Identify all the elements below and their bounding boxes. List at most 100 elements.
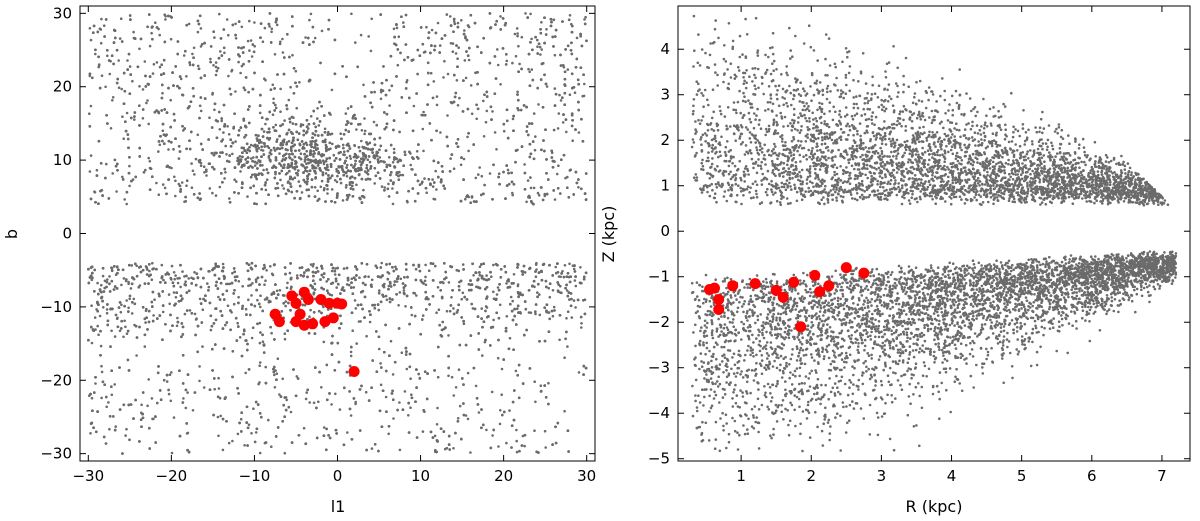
left-background-point: [252, 144, 255, 148]
left-background-point: [373, 90, 376, 94]
left-background-point: [345, 183, 348, 187]
left-background-point: [169, 37, 173, 41]
left-background-point: [176, 277, 179, 280]
left-background-point: [502, 129, 506, 133]
left-background-point: [363, 129, 367, 133]
left-background-point: [144, 168, 147, 172]
left-background-point: [500, 367, 504, 371]
left-background-point: [222, 131, 225, 134]
left-background-point: [388, 89, 391, 92]
left-background-point: [208, 187, 212, 190]
left-background-point: [323, 127, 327, 131]
left-background-point: [246, 39, 250, 43]
left-background-point: [373, 182, 377, 185]
left-background-point: [309, 115, 313, 118]
left-background-point: [547, 381, 550, 385]
left-background-point: [491, 434, 494, 437]
left-background-point: [218, 128, 222, 131]
left-background-point: [354, 41, 357, 44]
left-background-point: [274, 106, 278, 110]
left-background-point: [515, 450, 519, 454]
left-background-point: [316, 117, 319, 120]
left-background-point: [496, 356, 500, 360]
left-background-point: [196, 64, 200, 68]
left-background-point: [521, 434, 525, 438]
left-background-point: [478, 265, 482, 269]
left-background-point: [113, 335, 117, 338]
left-background-point: [350, 277, 354, 281]
left-background-point: [100, 370, 104, 374]
left-background-point: [261, 149, 265, 152]
left-background-point: [250, 294, 253, 297]
left-background-point: [234, 37, 238, 40]
left-background-point: [115, 190, 118, 193]
left-background-point: [117, 59, 120, 62]
left-background-point: [105, 162, 108, 166]
left-background-point: [100, 364, 103, 368]
left-background-point: [435, 188, 438, 191]
left-background-point: [334, 267, 337, 270]
left-background-point: [354, 402, 357, 406]
left-background-point: [108, 72, 112, 76]
left-background-point: [391, 202, 395, 206]
left-background-point: [402, 289, 406, 292]
left-background-point: [397, 35, 401, 38]
left-background-point: [297, 180, 301, 183]
left-background-point: [99, 344, 103, 348]
left-background-point: [360, 139, 363, 143]
left-background-point: [532, 186, 536, 190]
left-background-point: [421, 430, 425, 433]
left-background-point: [128, 164, 131, 168]
left-background-point: [556, 127, 560, 130]
left-background-point: [437, 308, 441, 312]
left-background-point: [88, 112, 91, 115]
left-background-point: [211, 93, 214, 96]
left-background-point: [155, 61, 159, 64]
left-background-point: [227, 441, 231, 445]
left-background-point: [351, 329, 355, 333]
left-background-point: [424, 263, 427, 267]
left-background-point: [369, 148, 372, 151]
left-background-point: [404, 305, 407, 308]
left-background-point: [327, 130, 330, 134]
left-background-point: [98, 314, 102, 318]
left-background-point: [304, 36, 307, 39]
left-background-point: [410, 393, 413, 397]
left-background-point: [240, 25, 244, 29]
left-background-point: [219, 151, 222, 154]
left-background-point: [539, 384, 543, 388]
left-background-point: [264, 279, 267, 283]
left-background-point: [334, 392, 337, 396]
left-background-point: [107, 401, 110, 404]
left-background-point: [218, 12, 221, 16]
left-background-point: [190, 186, 194, 189]
left-background-point: [300, 191, 304, 194]
left-background-point: [150, 31, 153, 35]
left-background-point: [573, 279, 577, 282]
left-background-point: [274, 369, 277, 372]
left-background-point: [209, 328, 213, 332]
left-background-point: [250, 432, 253, 435]
left-background-point: [363, 132, 366, 136]
left-background-point: [409, 377, 412, 381]
left-background-point: [173, 175, 176, 179]
left-background-point: [335, 286, 339, 289]
left-background-point: [526, 179, 530, 182]
left-background-point: [551, 314, 555, 318]
left-background-point: [196, 133, 200, 137]
left-background-point: [446, 114, 449, 117]
left-background-point: [552, 128, 556, 132]
left-background-point: [499, 409, 502, 412]
left-background-point: [248, 19, 251, 23]
left-background-point: [225, 153, 228, 156]
left-background-point: [309, 308, 312, 312]
left-background-point: [119, 310, 123, 314]
left-background-point: [196, 30, 200, 34]
left-background-point: [111, 172, 114, 175]
left-background-point: [275, 289, 279, 293]
left-background-point: [89, 432, 92, 435]
left-background-point: [313, 282, 317, 286]
left-background-point: [461, 291, 465, 295]
left-background-point: [174, 296, 178, 299]
left-background-point: [446, 72, 450, 76]
